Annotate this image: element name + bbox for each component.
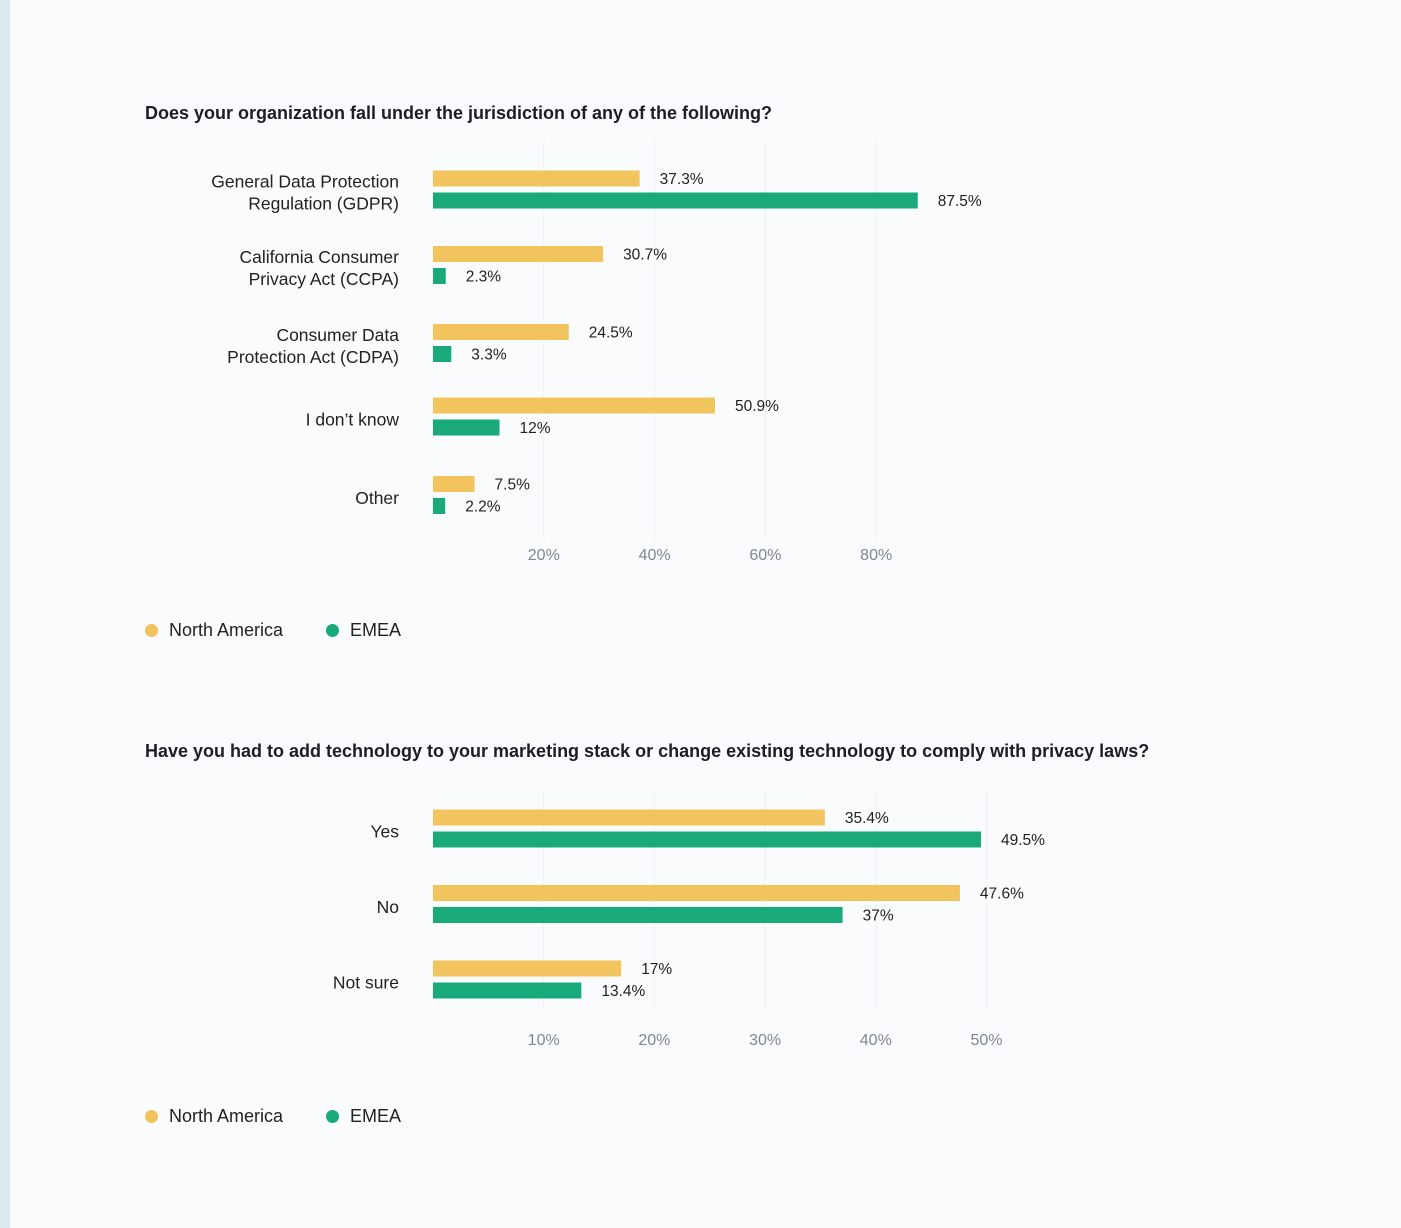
category-label: Privacy Act (CCPA) bbox=[249, 269, 399, 289]
x-tick-label: 60% bbox=[749, 547, 781, 564]
bar-emea bbox=[433, 982, 582, 999]
x-tick-label: 10% bbox=[528, 1032, 560, 1049]
bar-north-america bbox=[433, 809, 825, 826]
data-label: 37.3% bbox=[660, 171, 704, 188]
tech-stack-bar-plot: Yes 35.4% 49.5% No 47.6% 37% Not sure 17% 13.4% 1… bbox=[333, 790, 1045, 1049]
bar-emea bbox=[433, 346, 452, 362]
data-label: 2.3% bbox=[466, 269, 502, 286]
data-label: 3.3% bbox=[471, 347, 507, 364]
data-label: 47.6% bbox=[980, 886, 1024, 903]
bar-north-america bbox=[433, 324, 569, 340]
left-border bbox=[0, 0, 10, 1228]
legend-item-emea: EMEA bbox=[326, 620, 401, 641]
data-label: 37% bbox=[863, 908, 894, 925]
bar-emea bbox=[433, 192, 918, 209]
bar-emea bbox=[433, 268, 446, 284]
category-label: California Consumer bbox=[239, 247, 399, 267]
category-label: I don’t know bbox=[306, 410, 400, 430]
x-tick-label: 20% bbox=[638, 1032, 670, 1049]
bar-emea bbox=[433, 419, 500, 436]
chart-title: Have you had to add technology to your m… bbox=[145, 741, 1150, 761]
legend-label: EMEA bbox=[350, 620, 402, 640]
bar-north-america bbox=[433, 476, 475, 492]
data-label: 49.5% bbox=[1001, 832, 1045, 849]
legend-dot-north-america-icon bbox=[145, 624, 158, 637]
category-label: General Data Protection bbox=[211, 172, 399, 192]
x-tick-label: 30% bbox=[749, 1032, 781, 1049]
category-label: Yes bbox=[370, 822, 399, 842]
legend-dot-emea-icon bbox=[326, 624, 340, 637]
data-label: 13.4% bbox=[601, 983, 645, 1000]
category-label: Protection Act (CDPA) bbox=[227, 347, 399, 367]
data-label: 7.5% bbox=[495, 477, 531, 494]
category-label: No bbox=[377, 897, 399, 917]
x-tick-label: 20% bbox=[528, 547, 560, 564]
data-label: 17% bbox=[641, 961, 672, 978]
category-label: Not sure bbox=[333, 973, 399, 993]
x-tick-label: 40% bbox=[639, 547, 671, 564]
bar-north-america bbox=[433, 960, 622, 977]
bar-emea bbox=[433, 831, 981, 848]
legend: North America EMEA bbox=[145, 1106, 444, 1127]
legend-item-emea: EMEA bbox=[326, 1106, 401, 1127]
legend-label: North America bbox=[169, 620, 284, 640]
data-label: 24.5% bbox=[589, 325, 633, 342]
legend-dot-emea-icon bbox=[326, 1110, 340, 1123]
x-tick-label: 50% bbox=[970, 1032, 1002, 1049]
x-tick-label: 40% bbox=[860, 1032, 892, 1049]
chart-title: Does your organization fall under the ju… bbox=[145, 103, 773, 123]
legend-dot-north-america-icon bbox=[145, 1110, 158, 1123]
category-label: Regulation (GDPR) bbox=[248, 194, 399, 214]
legend-label: EMEA bbox=[350, 1106, 402, 1126]
bar-emea bbox=[433, 907, 843, 923]
data-label: 2.2% bbox=[465, 499, 501, 516]
bar-north-america bbox=[433, 170, 640, 187]
bar-emea bbox=[433, 498, 446, 514]
category-label: Other bbox=[355, 488, 399, 508]
data-label: 35.4% bbox=[845, 810, 889, 827]
category-label: Consumer Data bbox=[276, 325, 399, 345]
data-label: 30.7% bbox=[623, 247, 667, 264]
bar-north-america bbox=[433, 885, 960, 901]
legend-label: North America bbox=[169, 1106, 284, 1126]
bar-north-america bbox=[433, 397, 715, 414]
data-label: 87.5% bbox=[938, 193, 982, 210]
bar-north-america bbox=[433, 246, 604, 262]
data-label: 12% bbox=[519, 420, 550, 437]
x-tick-label: 80% bbox=[860, 547, 892, 564]
legend-item-north-america: North America bbox=[145, 1106, 283, 1127]
legend-item-north-america: North America bbox=[145, 620, 283, 641]
legend: North America EMEA bbox=[145, 620, 444, 641]
data-label: 50.9% bbox=[735, 398, 779, 415]
